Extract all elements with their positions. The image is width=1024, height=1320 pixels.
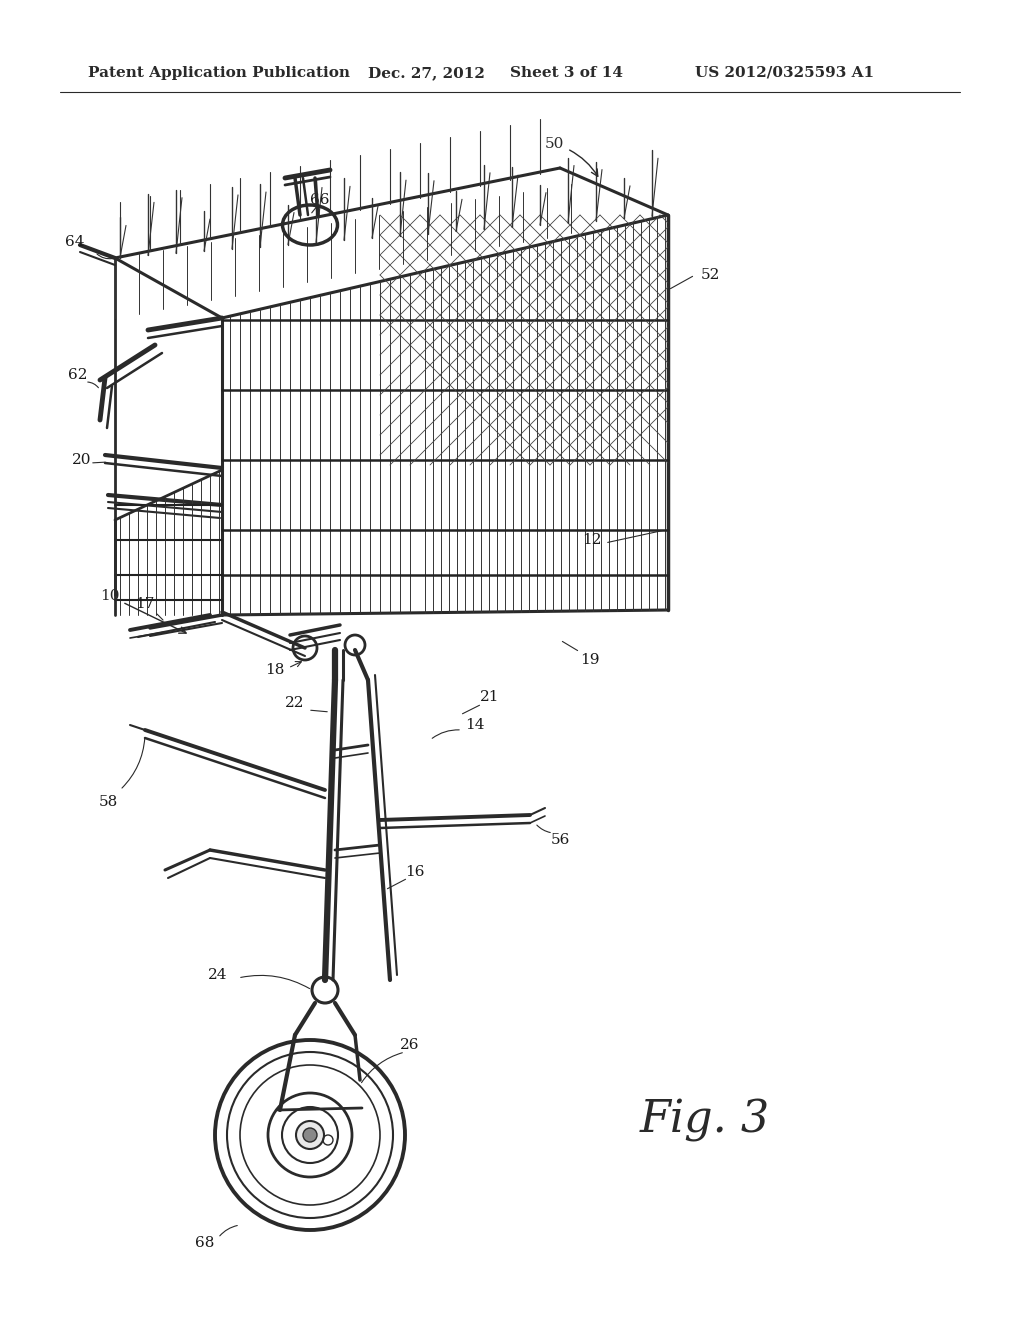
Text: 62: 62 bbox=[69, 368, 88, 381]
Circle shape bbox=[296, 1121, 324, 1148]
Text: 18: 18 bbox=[265, 663, 285, 677]
Text: Patent Application Publication: Patent Application Publication bbox=[88, 66, 350, 81]
Circle shape bbox=[303, 1129, 317, 1142]
Text: 17: 17 bbox=[135, 597, 155, 611]
Text: 52: 52 bbox=[700, 268, 720, 282]
Text: US 2012/0325593 A1: US 2012/0325593 A1 bbox=[695, 66, 874, 81]
Text: 16: 16 bbox=[406, 865, 425, 879]
Text: 19: 19 bbox=[581, 653, 600, 667]
Text: 64: 64 bbox=[66, 235, 85, 249]
Text: Sheet 3 of 14: Sheet 3 of 14 bbox=[510, 66, 623, 81]
Text: 21: 21 bbox=[480, 690, 500, 704]
Text: 22: 22 bbox=[286, 696, 305, 710]
Text: 50: 50 bbox=[545, 137, 598, 177]
Text: Fig. 3: Fig. 3 bbox=[640, 1098, 770, 1142]
Text: 56: 56 bbox=[550, 833, 569, 847]
Text: 14: 14 bbox=[465, 718, 484, 733]
Text: 24: 24 bbox=[208, 968, 227, 982]
Text: 26: 26 bbox=[400, 1038, 420, 1052]
Text: 58: 58 bbox=[98, 795, 118, 809]
Text: 12: 12 bbox=[583, 533, 602, 546]
Text: 20: 20 bbox=[73, 453, 92, 467]
Text: 10: 10 bbox=[100, 589, 186, 634]
Text: Dec. 27, 2012: Dec. 27, 2012 bbox=[368, 66, 485, 81]
Text: 66: 66 bbox=[310, 193, 330, 207]
Text: 68: 68 bbox=[196, 1236, 215, 1250]
